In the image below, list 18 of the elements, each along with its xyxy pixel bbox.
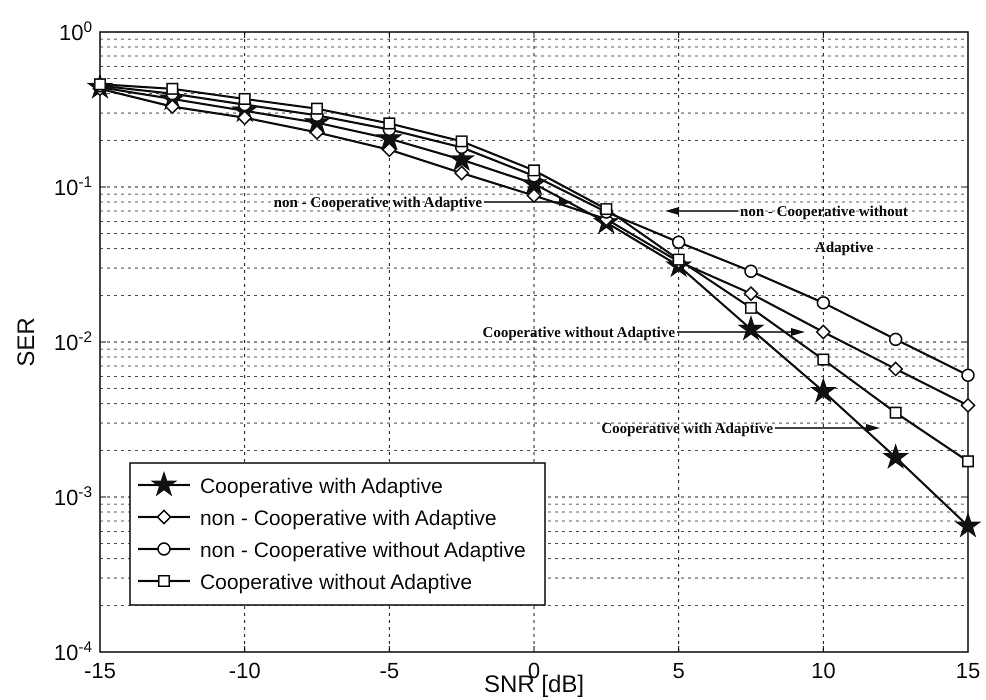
y-axis-title: SER (13, 317, 40, 367)
y-tick-label: 10$^{0}$ (58, 18, 92, 45)
x-tick-label: 5 (672, 658, 685, 683)
annotation: Cooperative without Adaptive (482, 325, 676, 341)
annotation: Cooperative with Adaptive (601, 421, 774, 437)
legend-label: non - Cooperative without Adaptive (200, 539, 526, 562)
x-tick-label: -5 (380, 658, 400, 683)
y-tick-label: 10$^{-3}$ (54, 484, 92, 510)
x-tick-label: 15 (956, 658, 980, 683)
legend-label: Cooperative with Adaptive (200, 475, 443, 498)
legend-label: non - Cooperative with Adaptive (200, 507, 497, 530)
text: non - Cooperative without Adaptive (740, 204, 908, 256)
annotation: non - Cooperative with Adaptive (274, 195, 482, 211)
y-tick-label: 10$^{-1}$ (54, 174, 92, 200)
x-tick-label: -10 (228, 658, 261, 683)
y-tick-label: 10$^{-2}$ (54, 328, 92, 355)
legend-label: Cooperative without Adaptive (200, 571, 472, 594)
x-tick-label: 10 (811, 658, 836, 683)
